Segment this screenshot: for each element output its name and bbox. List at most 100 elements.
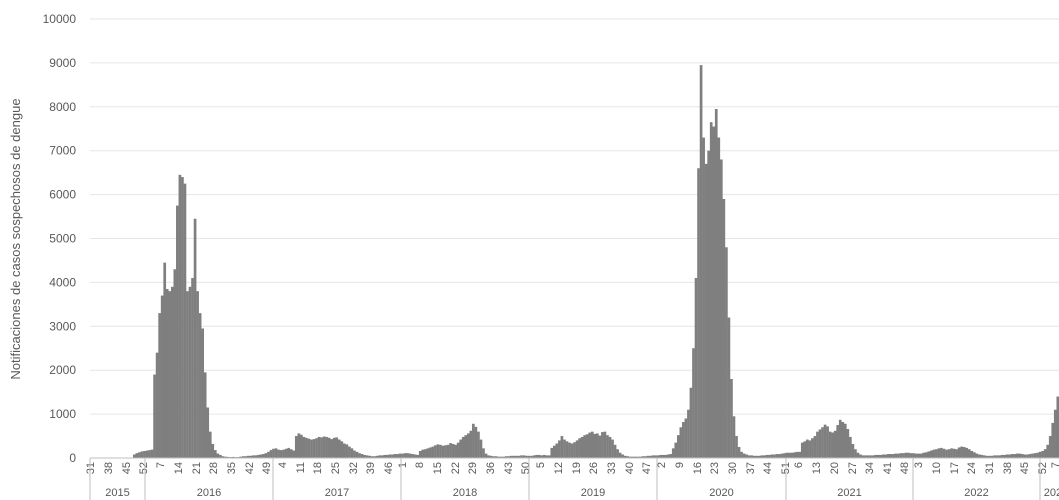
bar: [737, 447, 741, 458]
bar: [859, 454, 862, 458]
bar: [646, 455, 650, 458]
bar: [1010, 454, 1014, 458]
bar: [967, 449, 971, 458]
bar: [988, 455, 991, 458]
bar: [831, 432, 834, 458]
bar: [477, 431, 480, 458]
y-tick-label: 8000: [49, 100, 76, 114]
bar: [770, 454, 774, 458]
bar: [785, 452, 789, 458]
x-week-tick-label: 26: [588, 462, 600, 474]
bar: [292, 450, 296, 458]
bar: [239, 456, 242, 458]
bar: [833, 430, 837, 458]
bar: [208, 431, 212, 458]
bar: [654, 455, 657, 458]
bar: [542, 454, 546, 458]
x-week-tick-label: 30: [727, 462, 739, 474]
bar: [838, 419, 842, 458]
bar: [1005, 454, 1009, 458]
bar: [373, 456, 377, 458]
bar: [593, 433, 597, 458]
bar: [904, 452, 908, 458]
bar: [383, 454, 387, 458]
x-week-tick-label: 46: [383, 462, 395, 474]
bar: [358, 453, 361, 458]
bar: [337, 439, 341, 458]
x-year-label: 2016: [197, 487, 221, 499]
bar: [902, 453, 905, 458]
bar: [284, 448, 288, 458]
bar: [558, 440, 561, 458]
bar: [884, 454, 888, 458]
bar: [626, 456, 630, 458]
bar: [608, 436, 612, 458]
bar: [793, 452, 797, 458]
bar: [671, 448, 675, 458]
bar: [1000, 454, 1004, 458]
bar: [651, 455, 655, 458]
bar: [396, 454, 399, 458]
bar: [312, 439, 316, 458]
bar: [426, 448, 430, 458]
bar: [960, 446, 964, 458]
bar: [676, 435, 680, 458]
bar: [380, 455, 384, 458]
bar: [927, 451, 931, 458]
bar: [1048, 436, 1052, 458]
bar: [158, 313, 161, 458]
x-week-tick-label: 40: [624, 462, 636, 474]
bar: [515, 455, 518, 458]
bar: [436, 444, 440, 458]
bar: [512, 455, 516, 458]
bar: [972, 452, 976, 458]
bar: [213, 450, 217, 458]
bar: [267, 451, 270, 458]
y-tick-label: 7000: [49, 144, 76, 158]
bar: [1031, 453, 1034, 458]
bar: [256, 454, 260, 458]
x-week-tick-label: 10: [931, 462, 943, 474]
bar: [914, 453, 918, 458]
bar: [580, 436, 584, 458]
bar: [907, 452, 910, 458]
bar: [871, 455, 875, 458]
bar: [355, 451, 359, 458]
bar: [780, 453, 784, 458]
bar: [368, 455, 371, 458]
bar: [163, 262, 167, 458]
bar: [522, 455, 526, 458]
bar: [866, 455, 870, 458]
bar: [687, 409, 690, 458]
bar: [730, 378, 733, 458]
bar: [702, 137, 705, 458]
bar: [601, 432, 604, 458]
bar: [183, 183, 187, 459]
bar: [540, 455, 544, 458]
bar: [778, 454, 781, 458]
bar: [446, 444, 450, 458]
x-week-tick-label: 33: [606, 462, 618, 474]
bar: [431, 446, 435, 458]
bar: [348, 446, 351, 458]
bar: [659, 454, 662, 458]
y-tick-label: 1000: [49, 407, 76, 421]
bar: [856, 452, 860, 458]
bar: [502, 456, 506, 458]
bar: [269, 450, 273, 458]
bar: [148, 450, 151, 458]
bar: [639, 456, 642, 458]
x-week-tick-label: 49: [261, 462, 273, 474]
bar: [211, 443, 215, 458]
bar: [942, 448, 946, 458]
x-week-tick-label: 7: [1050, 462, 1059, 468]
bar: [846, 429, 850, 458]
bar: [633, 456, 637, 458]
bar: [552, 445, 556, 458]
bar: [138, 452, 141, 458]
bar: [254, 455, 258, 458]
bar: [970, 450, 974, 458]
bar: [912, 453, 915, 458]
bar: [198, 313, 202, 458]
bar: [689, 387, 693, 458]
